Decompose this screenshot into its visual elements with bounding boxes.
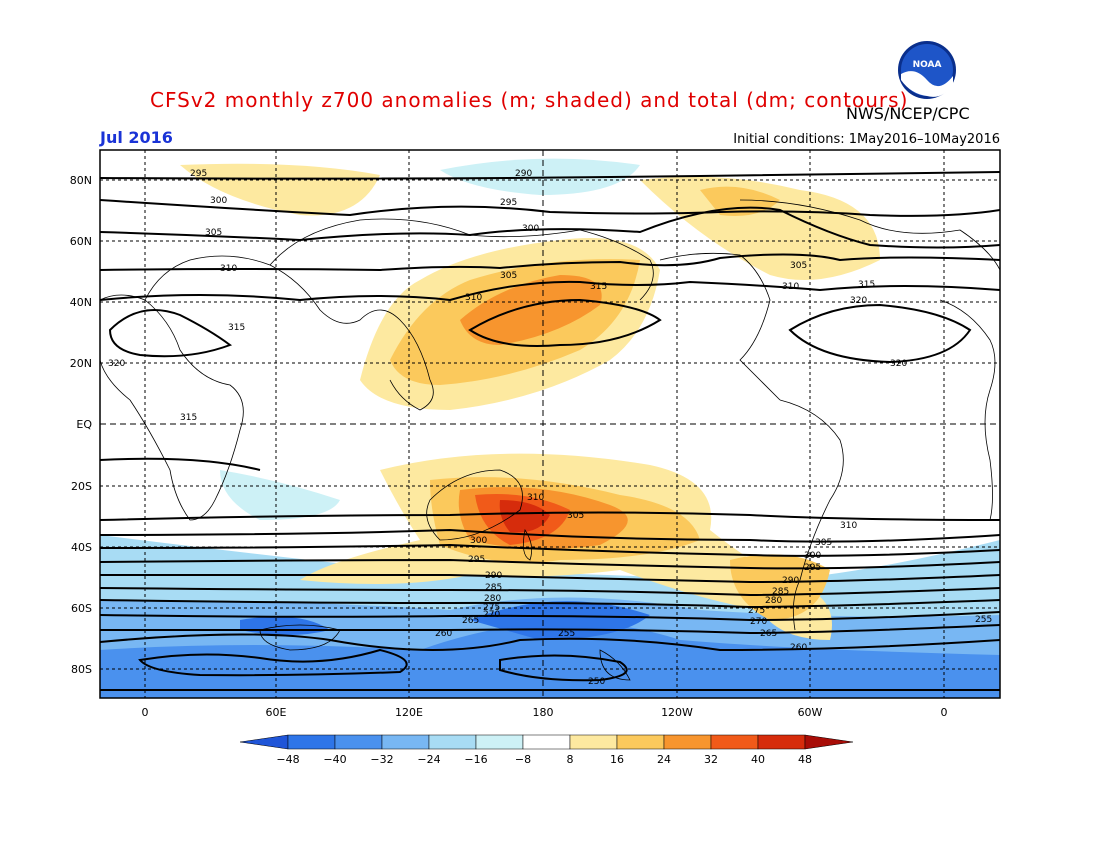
colorbar-swatch bbox=[287, 734, 336, 750]
chart-title: CFSv2 monthly z700 anomalies (m; shaded)… bbox=[150, 88, 909, 112]
svg-text:305: 305 bbox=[815, 538, 832, 548]
colorbar-swatch bbox=[663, 734, 712, 750]
colorbar-swatch bbox=[475, 734, 524, 750]
coastlines bbox=[100, 199, 1000, 681]
colorbar-swatch bbox=[428, 734, 477, 750]
organization-label: NWS/NCEP/CPC bbox=[846, 104, 970, 123]
svg-text:295: 295 bbox=[804, 563, 821, 573]
svg-text:255: 255 bbox=[558, 629, 575, 639]
svg-text:60N: 60N bbox=[70, 235, 92, 248]
longitude-labels: 0 60E 120E 180 120W 60W 0 bbox=[142, 706, 948, 719]
svg-text:0: 0 bbox=[941, 706, 948, 719]
svg-text:60W: 60W bbox=[798, 706, 823, 719]
svg-text:310: 310 bbox=[465, 293, 482, 303]
svg-text:305: 305 bbox=[500, 271, 517, 281]
svg-text:265: 265 bbox=[760, 629, 777, 639]
svg-text:285: 285 bbox=[772, 587, 789, 597]
svg-text:290: 290 bbox=[485, 571, 502, 581]
svg-text:20S: 20S bbox=[71, 480, 92, 493]
svg-text:270: 270 bbox=[483, 610, 500, 620]
colorbar-arrow-right bbox=[804, 734, 854, 750]
svg-text:300: 300 bbox=[522, 224, 539, 234]
latitude-labels: 80N 60N 40N 20N EQ 20S 40S 60S 80S bbox=[70, 174, 93, 676]
height-contours bbox=[100, 171, 1000, 691]
svg-text:20N: 20N bbox=[70, 357, 92, 370]
svg-text:40S: 40S bbox=[71, 541, 92, 554]
svg-text:260: 260 bbox=[790, 643, 807, 653]
initial-conditions: Initial conditions: 1May2016–10May2016 bbox=[733, 132, 1000, 147]
noaa-logo-icon: NOAA bbox=[898, 41, 956, 99]
svg-text:275: 275 bbox=[748, 606, 765, 616]
svg-text:310: 310 bbox=[840, 521, 857, 531]
colorbar-swatch bbox=[757, 734, 806, 750]
svg-text:280: 280 bbox=[765, 596, 782, 606]
colorbar-tick-label: −8 bbox=[515, 753, 531, 766]
svg-text:320: 320 bbox=[890, 359, 907, 369]
svg-text:180: 180 bbox=[533, 706, 554, 719]
svg-text:80N: 80N bbox=[70, 174, 92, 187]
svg-text:310: 310 bbox=[527, 493, 544, 503]
svg-text:320: 320 bbox=[850, 296, 867, 306]
colorbar-tick-label: 48 bbox=[798, 753, 812, 766]
svg-text:305: 305 bbox=[205, 228, 222, 238]
plot-frame bbox=[99, 149, 1001, 699]
svg-text:60S: 60S bbox=[71, 602, 92, 615]
svg-text:120E: 120E bbox=[395, 706, 423, 719]
svg-text:315: 315 bbox=[228, 323, 245, 333]
colorbar-swatch bbox=[569, 734, 618, 750]
colorbar-tick-label: −16 bbox=[464, 753, 487, 766]
svg-text:300: 300 bbox=[210, 196, 227, 206]
svg-text:305: 305 bbox=[567, 511, 584, 521]
svg-text:120W: 120W bbox=[661, 706, 693, 719]
colorbar-swatch bbox=[381, 734, 430, 750]
valid-month: Jul 2016 bbox=[100, 128, 173, 147]
colorbar-tick-label: 16 bbox=[610, 753, 624, 766]
svg-text:295: 295 bbox=[468, 555, 485, 565]
colorbar-tick-label: 40 bbox=[751, 753, 765, 766]
colorbar-tick-label: −48 bbox=[276, 753, 299, 766]
svg-text:NOAA: NOAA bbox=[913, 60, 942, 70]
colorbar-tick-label: −40 bbox=[323, 753, 346, 766]
svg-text:320: 320 bbox=[108, 359, 125, 369]
colorbar-swatch bbox=[616, 734, 665, 750]
svg-text:275: 275 bbox=[483, 603, 500, 613]
svg-text:315: 315 bbox=[180, 413, 197, 423]
svg-text:265: 265 bbox=[462, 616, 479, 626]
svg-text:270: 270 bbox=[750, 617, 767, 627]
svg-text:255: 255 bbox=[975, 615, 992, 625]
svg-text:280: 280 bbox=[484, 594, 501, 604]
colorbar-tick-label: 8 bbox=[567, 753, 574, 766]
svg-text:300: 300 bbox=[804, 551, 821, 561]
svg-text:305: 305 bbox=[790, 261, 807, 271]
colorbar-swatch bbox=[522, 734, 571, 750]
colorbar-tick-label: 32 bbox=[704, 753, 718, 766]
svg-text:315: 315 bbox=[858, 280, 875, 290]
svg-text:250: 250 bbox=[588, 677, 605, 687]
colorbar-tick-label: −24 bbox=[417, 753, 440, 766]
svg-text:300: 300 bbox=[470, 536, 487, 546]
colorbar: −48 −40 −32 −24 −16 −8 8 16 24 32 40 48 bbox=[239, 734, 854, 766]
svg-text:310: 310 bbox=[220, 264, 237, 274]
svg-text:315: 315 bbox=[590, 282, 607, 292]
colorbar-tick-label: −32 bbox=[370, 753, 393, 766]
contour-labels: 295 290 295 300 300 305 305 310 310 315 … bbox=[108, 169, 992, 687]
colorbar-swatch bbox=[334, 734, 383, 750]
svg-text:285: 285 bbox=[485, 583, 502, 593]
svg-text:290: 290 bbox=[782, 576, 799, 586]
colorbar-swatch bbox=[710, 734, 759, 750]
svg-text:EQ: EQ bbox=[76, 418, 92, 431]
svg-text:295: 295 bbox=[500, 198, 517, 208]
colorbar-arrow-left bbox=[239, 734, 289, 750]
svg-text:290: 290 bbox=[515, 169, 532, 179]
svg-text:260: 260 bbox=[435, 629, 452, 639]
svg-text:295: 295 bbox=[190, 169, 207, 179]
svg-text:0: 0 bbox=[142, 706, 149, 719]
svg-text:60E: 60E bbox=[266, 706, 287, 719]
svg-text:310: 310 bbox=[782, 282, 799, 292]
svg-text:40N: 40N bbox=[70, 296, 92, 309]
svg-text:80S: 80S bbox=[71, 663, 92, 676]
colorbar-tick-label: 24 bbox=[657, 753, 671, 766]
